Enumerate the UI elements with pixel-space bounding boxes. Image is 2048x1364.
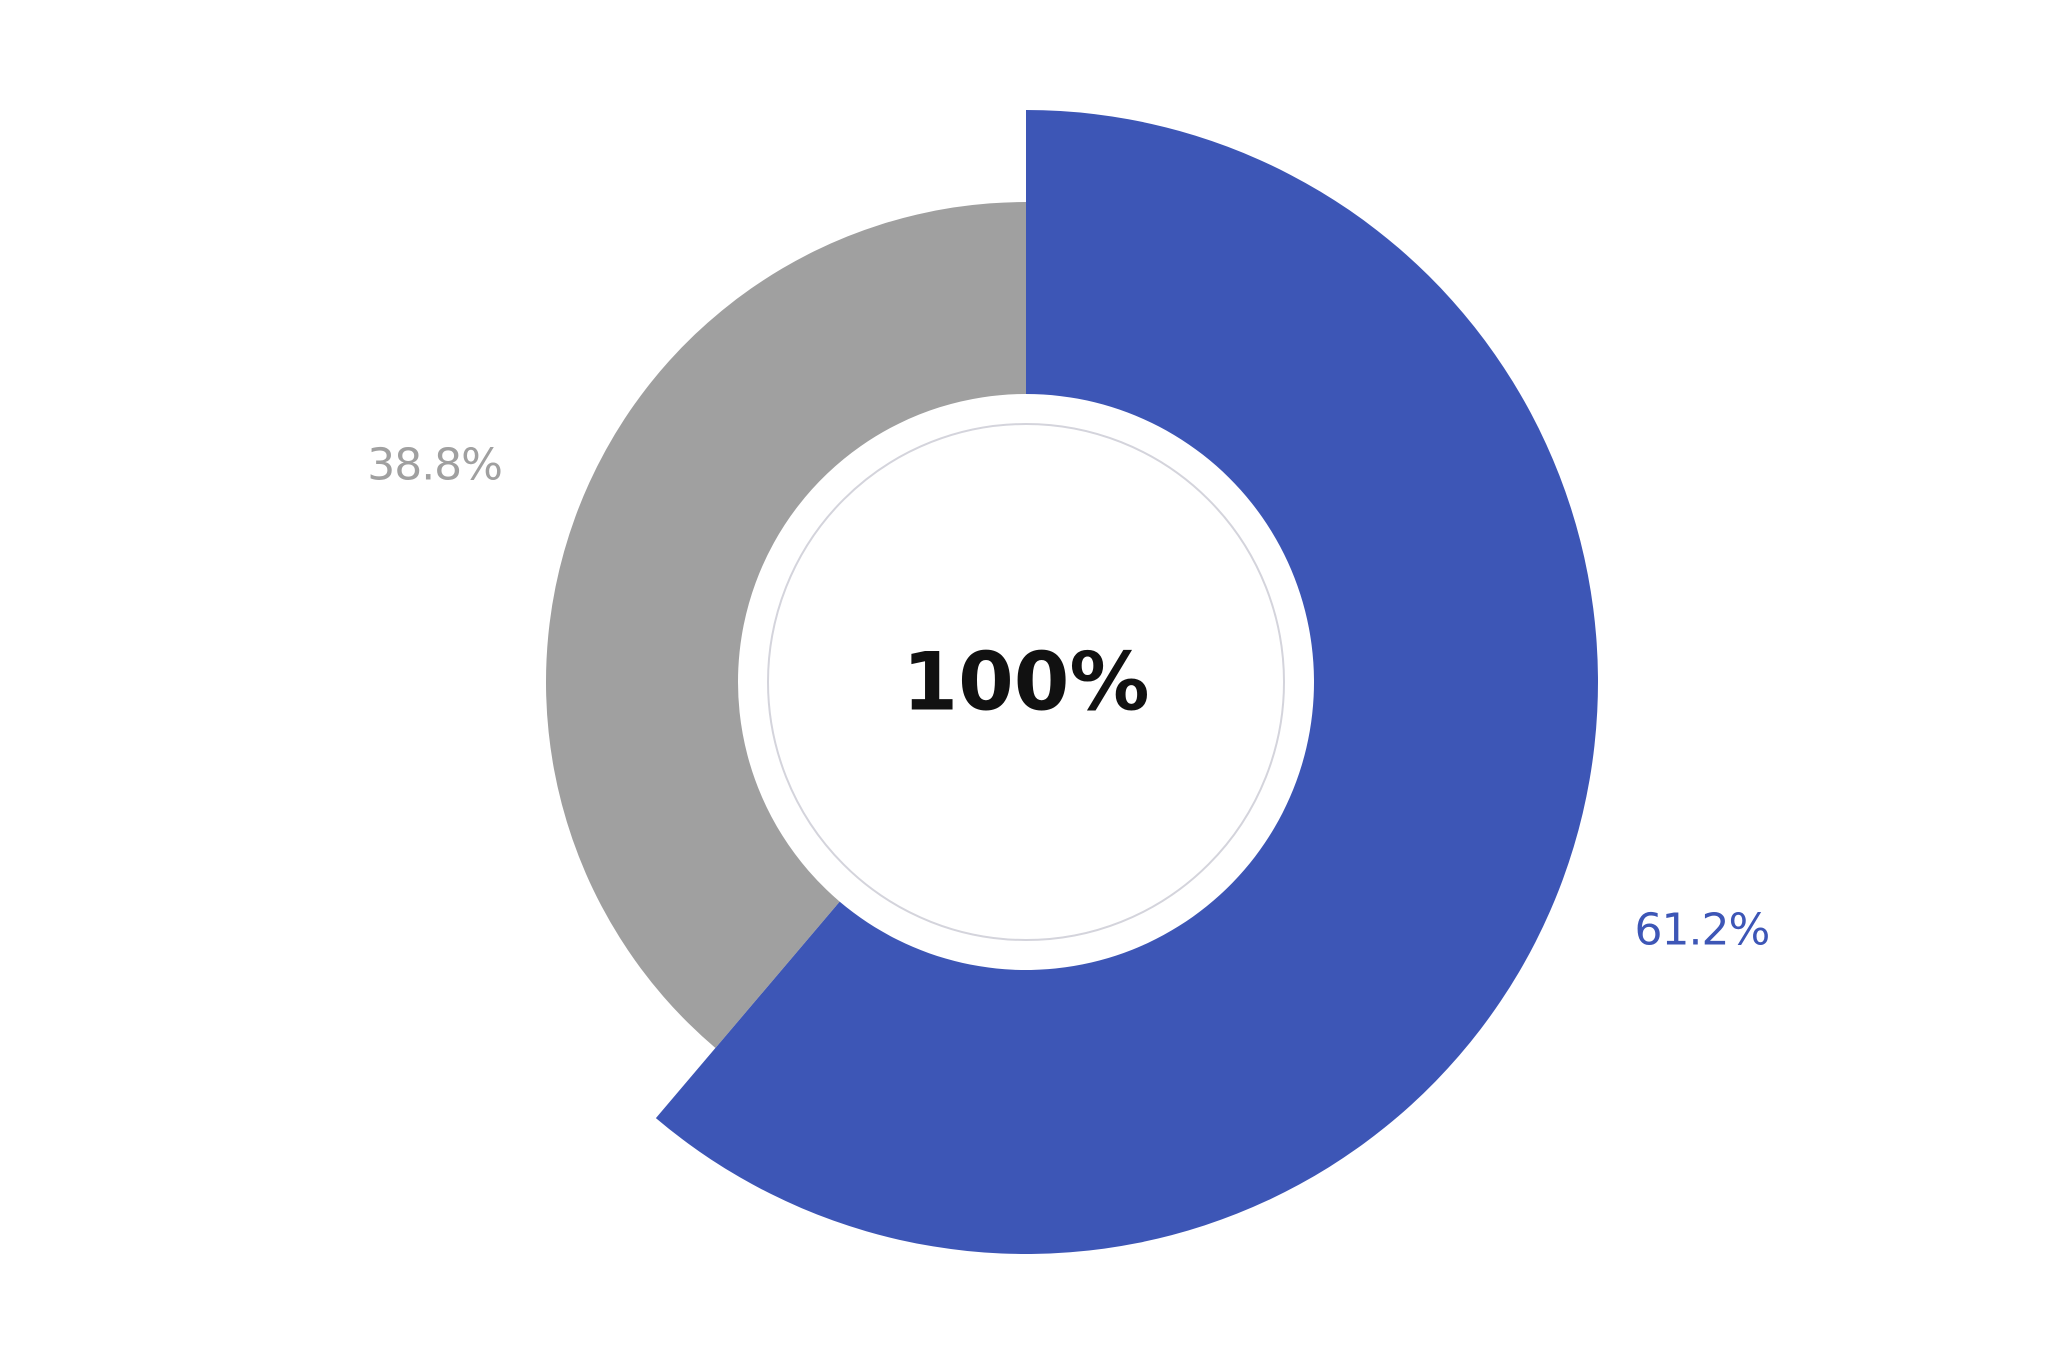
donut-slice-38.8% — [546, 202, 1026, 1048]
donut-slice-61.2% — [655, 110, 1599, 1254]
center-total-label: 100% — [902, 636, 1149, 729]
slices-layer — [546, 110, 1599, 1254]
center-ring — [767, 423, 1285, 941]
slice-data-label: 61.2% — [1634, 905, 1769, 956]
slice-data-label: 38.8% — [367, 439, 502, 490]
labels-layer: 61.2% 38.8% — [367, 439, 1770, 956]
